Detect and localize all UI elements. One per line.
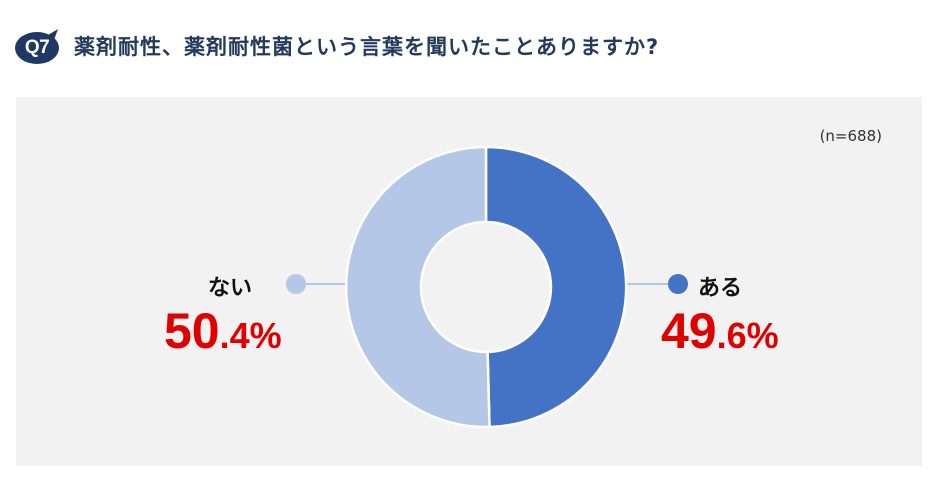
question-header: Q7 薬剤耐性、薬剤耐性菌という言葉を聞いたことありますか? (14, 26, 659, 66)
percent-nai-int: 50 (164, 303, 220, 359)
question-title: 薬剤耐性、薬剤耐性菌という言葉を聞いたことありますか? (74, 35, 660, 59)
percent-nai-dec: .4% (219, 315, 282, 356)
nai-marker-dot (286, 274, 306, 294)
speech-bubble-icon (15, 29, 59, 64)
segment-aru (484, 145, 628, 429)
percent-nai: 50.4% (164, 302, 282, 360)
question-number: Q7 (24, 37, 50, 58)
sample-size: (n=688) (819, 127, 882, 145)
percent-aru-int: 49 (661, 303, 717, 359)
question-badge: Q7 (14, 29, 62, 64)
label-nai: ない (208, 276, 253, 301)
donut-chart (306, 145, 668, 429)
label-aru: ある (698, 276, 743, 301)
percent-aru: 49.6% (661, 302, 779, 360)
chart-panel: (n=688) ない 50.4% ある 49.6% (16, 97, 922, 466)
segment-nai (344, 145, 491, 429)
aru-marker-dot (668, 274, 688, 294)
percent-aru-dec: .6% (716, 315, 779, 356)
